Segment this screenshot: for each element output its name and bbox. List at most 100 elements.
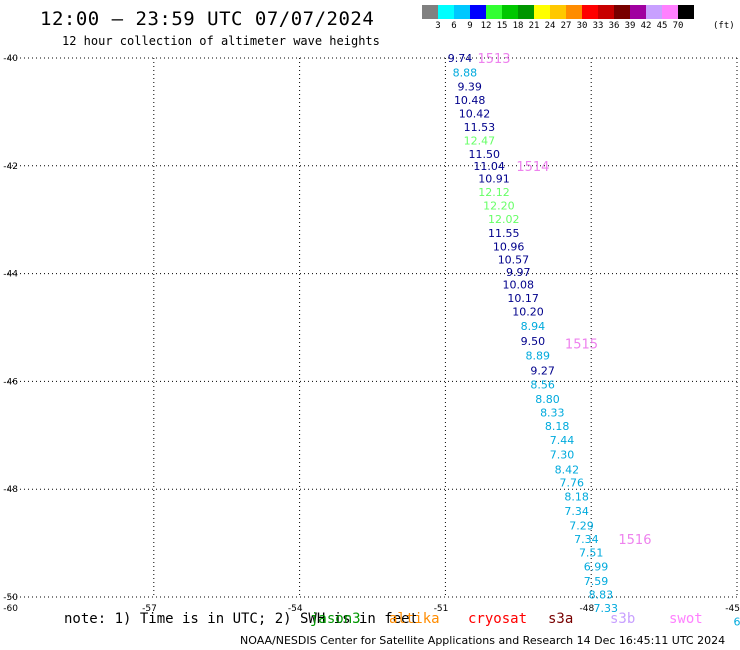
color-legend [422, 5, 694, 19]
corner-lon-label: -60 [3, 604, 18, 614]
wave-height-point: 10.48 [454, 94, 486, 107]
lon-tick-label: -54 [288, 604, 303, 614]
satellite-label-s3b: s3b [610, 611, 636, 627]
pass-time-label: 1515 [565, 338, 598, 353]
satellite-label-cryosat: cryosat [468, 611, 528, 627]
wave-height-point: 8.89 [525, 350, 550, 363]
wave-height-point: 9.27 [530, 365, 555, 378]
legend-swatch [534, 5, 550, 19]
satellite-label-swot: swot [669, 611, 703, 627]
legend-swatch [630, 5, 646, 19]
wave-height-point: 10.20 [512, 305, 544, 318]
wave-height-point: 6.99 [584, 560, 609, 573]
wave-height-point: 10.57 [498, 254, 530, 267]
lat-tick-label: -40 [3, 54, 18, 64]
legend-label: 27 [560, 21, 572, 31]
wave-height-point: 7.34 [564, 505, 589, 518]
legend-swatch [678, 5, 694, 19]
wave-height-point: 12.20 [483, 200, 515, 213]
legend-swatch [566, 5, 582, 19]
legend-swatch [518, 5, 534, 19]
wave-height-point: 10.42 [459, 108, 491, 121]
lat-tick-label: -46 [3, 377, 18, 387]
pass-time-label: 1513 [477, 52, 510, 67]
lon-tick-label: -45 [725, 604, 740, 614]
lat-tick-label: -42 [3, 162, 18, 172]
legend-swatch [486, 5, 502, 19]
wave-height-point: 8.80 [535, 393, 560, 406]
wave-height-point: 11.04 [473, 160, 505, 173]
lon-tick-label: -51 [434, 604, 449, 614]
lon-tick-label: -48 [579, 604, 594, 614]
note-text: note: 1) Time is in UTC; 2) SWH is in fe… [64, 611, 419, 627]
legend-swatch [502, 5, 518, 19]
legend-label: 18 [512, 21, 524, 31]
legend-swatch [646, 5, 662, 19]
wave-height-point: 7.76 [560, 477, 585, 490]
wave-height-point: 11.50 [469, 148, 501, 161]
legend-label: 21 [528, 21, 540, 31]
wave-height-point: 8.83 [589, 588, 614, 601]
wave-height-point: 6 [734, 615, 740, 628]
legend-unit: (ft) [713, 21, 735, 31]
legend-label: 30 [576, 21, 588, 31]
legend-label: 33 [592, 21, 604, 31]
legend-swatch [550, 5, 566, 19]
wave-height-point: 9.50 [521, 335, 546, 348]
pass-time-label: 1514 [516, 160, 549, 175]
wave-height-point: 12.47 [464, 134, 496, 147]
wave-height-point: 10.91 [478, 173, 510, 186]
legend-label: 45 [656, 21, 668, 31]
page-subtitle: 12 hour collection of altimeter wave hei… [62, 34, 380, 48]
wave-height-point: 10.17 [507, 292, 539, 305]
legend-swatch [662, 5, 678, 19]
wave-height-point: 11.53 [464, 121, 496, 134]
wave-height-point: 8.88 [453, 67, 478, 80]
legend-swatch [582, 5, 598, 19]
wave-height-point: 8.56 [530, 379, 555, 392]
legend-swatch [598, 5, 614, 19]
legend-label: 3 [435, 21, 441, 31]
wave-height-point: 7.30 [550, 449, 575, 462]
legend-label: 70 [672, 21, 684, 31]
wave-height-point: 10.08 [503, 278, 535, 291]
wave-height-point: 8.18 [545, 420, 570, 433]
wave-height-point: 7.33 [594, 602, 619, 615]
legend-swatch [438, 5, 454, 19]
wave-height-point: 7.44 [550, 434, 575, 447]
legend-swatch [470, 5, 486, 19]
wave-height-point: 7.34 [574, 533, 599, 546]
lon-tick-label: -57 [142, 604, 157, 614]
wave-height-point: 10.96 [493, 241, 525, 254]
wave-height-point: 9.74 [448, 52, 473, 65]
wave-height-point: 8.18 [564, 491, 589, 504]
wave-height-point: 9.97 [506, 266, 531, 279]
legend-label: 9 [467, 21, 473, 31]
legend-label: 6 [451, 21, 457, 31]
wave-height-point: 7.51 [579, 546, 604, 559]
wave-height-point: 8.94 [521, 320, 546, 333]
pass-time-label: 1516 [618, 533, 651, 548]
legend-label: 36 [608, 21, 620, 31]
legend-label: 39 [624, 21, 636, 31]
lat-tick-label: -50 [3, 593, 18, 603]
wave-height-point: 12.02 [488, 213, 520, 226]
lat-tick-label: -48 [3, 485, 18, 495]
wave-height-point: 7.29 [569, 519, 594, 532]
wave-height-point: 8.33 [540, 407, 565, 420]
wave-height-point: 9.39 [457, 81, 482, 94]
page-title: 12:00 – 23:59 UTC 07/07/2024 [40, 8, 375, 30]
wave-height-point: 11.55 [488, 227, 520, 240]
wave-height-point: 12.12 [478, 186, 510, 199]
wave-height-point: 7.59 [584, 575, 609, 588]
satellite-label-s3a: s3a [548, 611, 574, 627]
footer-credit: NOAA/NESDIS Center for Satellite Applica… [240, 634, 726, 647]
legend-label: 15 [496, 21, 508, 31]
legend-label: 12 [480, 21, 492, 31]
wave-height-point: 8.42 [555, 463, 580, 476]
legend-label: 42 [640, 21, 652, 31]
satellite-label-altika: altika [389, 611, 440, 627]
legend-swatch [614, 5, 630, 19]
legend-swatch [454, 5, 470, 19]
